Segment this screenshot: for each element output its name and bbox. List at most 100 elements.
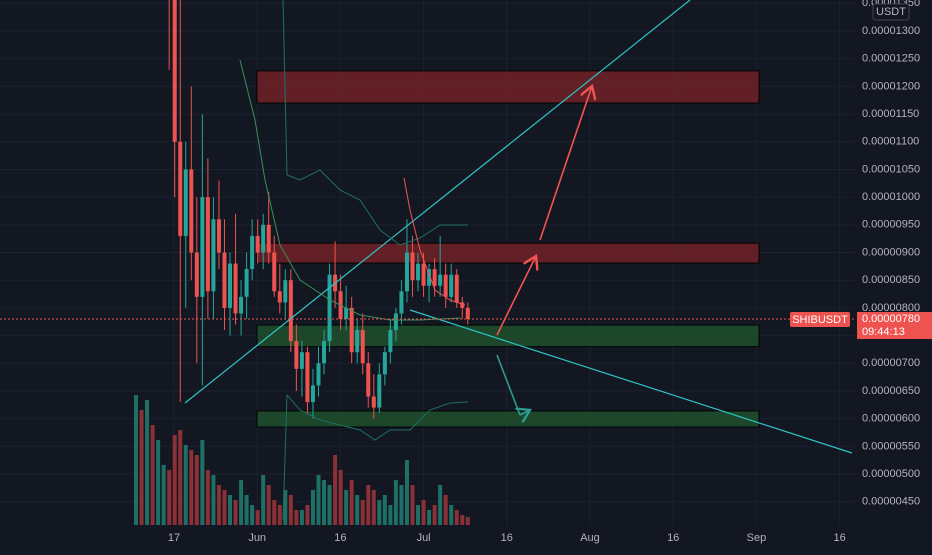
candle-body: [382, 352, 387, 375]
candle-body: [432, 269, 437, 286]
symbol-badge: [790, 312, 850, 327]
volume-bar: [316, 475, 321, 525]
volume-bar: [438, 485, 443, 525]
candle-body: [283, 280, 288, 303]
x-tick-label: Jun: [248, 532, 266, 544]
volume-bar: [294, 510, 299, 525]
candle-body: [244, 269, 249, 297]
y-tick-label: 0.00000900: [862, 246, 920, 258]
volume-bar: [172, 435, 177, 525]
volume-bar: [183, 445, 188, 525]
indicator-line: [403, 177, 466, 306]
volume-bar: [410, 485, 415, 525]
volume-bar: [299, 510, 304, 525]
candle-body: [228, 263, 233, 308]
volume-bar: [421, 500, 426, 525]
candle-body: [305, 352, 310, 403]
volume: [134, 395, 470, 525]
countdown: 09:44:13: [862, 326, 905, 338]
candle-body: [443, 274, 448, 297]
y-tick-label: 0.00000850: [862, 274, 920, 286]
candle-body: [355, 330, 360, 353]
volume-bar: [150, 425, 155, 525]
volume-bar: [349, 480, 354, 525]
volume-bar: [288, 495, 293, 525]
candle-body: [205, 197, 210, 292]
volume-bar: [432, 505, 437, 525]
volume-bar: [178, 430, 183, 525]
volume-bar: [310, 490, 315, 525]
candle-body: [178, 141, 183, 236]
currency-badge: [872, 3, 910, 21]
volume-bar: [427, 510, 432, 525]
x-tick-label: Sep: [747, 532, 767, 544]
candle-body: [371, 396, 376, 408]
zone: [256, 324, 760, 348]
y-tick-label: 0.00000600: [862, 413, 920, 425]
last-price: 0.00000780: [862, 313, 920, 325]
candle-body: [194, 252, 199, 297]
volume-bar: [266, 485, 271, 525]
volume-bar: [211, 475, 216, 525]
currency: USDT: [876, 6, 906, 18]
volume-bar: [393, 480, 398, 525]
volume-bar: [283, 490, 288, 525]
y-tick-label: 0.00001000: [862, 191, 920, 203]
volume-bar: [404, 460, 409, 525]
x-tick-label: 16: [501, 532, 513, 544]
candle-body: [211, 219, 216, 292]
candle-body: [344, 307, 349, 319]
candle-body: [327, 274, 332, 342]
volume-bar: [449, 505, 454, 525]
candle-body: [410, 252, 415, 281]
candle-body: [266, 224, 271, 253]
volume-bar: [244, 495, 249, 525]
candle-body: [460, 302, 465, 308]
volume-bar: [189, 450, 194, 525]
y-tick-label: 0.00000950: [862, 219, 920, 231]
candle-body: [261, 224, 266, 253]
y-tick-label: 0.00000650: [862, 385, 920, 397]
candle-body: [404, 252, 409, 292]
candle-body: [172, 0, 177, 142]
volume-bar: [388, 505, 393, 525]
candle-body: [222, 252, 227, 308]
last-price-badge: [857, 312, 932, 339]
volume-bar: [194, 455, 199, 525]
volume-bar: [205, 470, 210, 525]
volume-bar: [465, 517, 470, 525]
candles: [168, 0, 470, 419]
candle-body: [454, 274, 459, 303]
candle-body: [316, 363, 321, 386]
volume-bar: [156, 440, 161, 525]
volume-bar: [145, 400, 150, 525]
candle-body: [322, 341, 327, 364]
volume-bar: [416, 505, 421, 525]
volume-bar: [366, 485, 371, 525]
x-tick-label: Aug: [580, 532, 600, 544]
x-tick-label: 16: [667, 532, 679, 544]
volume-bar: [167, 470, 172, 525]
volume-bar: [360, 500, 365, 525]
candle-body: [272, 252, 277, 292]
candle-body: [449, 274, 454, 297]
y-tick-label: 0.00001100: [862, 136, 919, 148]
y-tick-label: 0.00000550: [862, 440, 920, 452]
volume-bar: [222, 490, 227, 525]
candle-body: [421, 263, 426, 286]
arrow: [539, 86, 592, 241]
candle-body: [366, 363, 371, 397]
zone: [256, 70, 760, 104]
volume-bar: [139, 410, 144, 525]
volume-bar: [255, 510, 260, 525]
y-tick-label: 0.00001250: [862, 53, 920, 65]
symbol: SHIBUSDT: [792, 314, 848, 326]
y-tick-label: 0.00001050: [862, 163, 920, 175]
candle-body: [416, 263, 421, 281]
candle-body: [200, 197, 205, 297]
candle-body: [277, 291, 282, 303]
volume-bar: [344, 490, 349, 525]
x-tick-label: 16: [833, 532, 845, 544]
volume-bar: [261, 475, 266, 525]
